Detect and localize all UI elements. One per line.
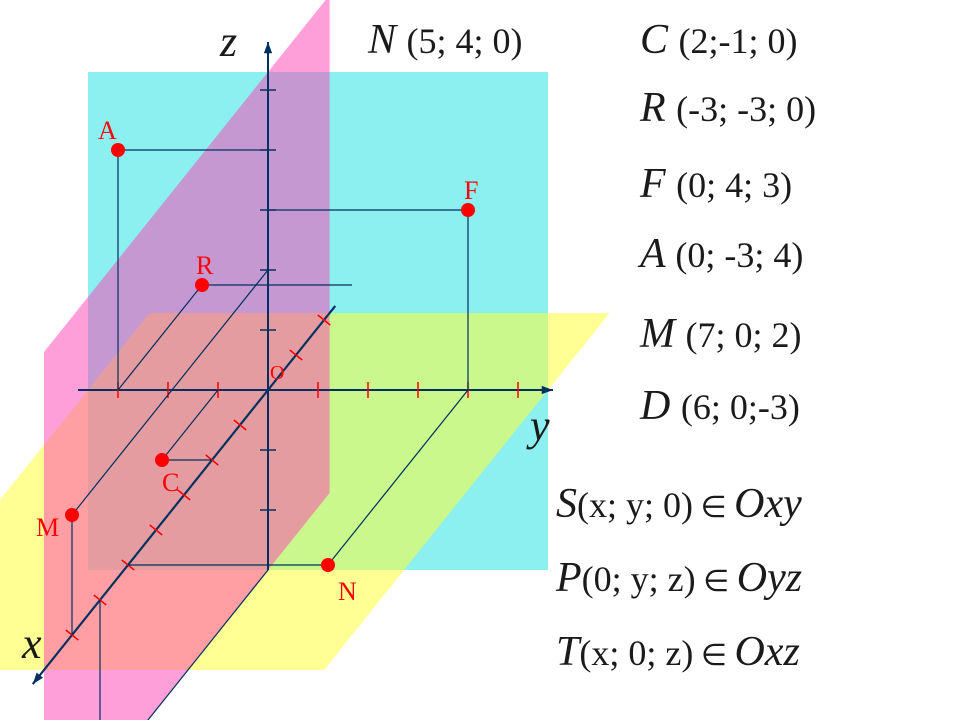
point-M	[65, 508, 79, 522]
label-O: O	[270, 362, 284, 385]
membership-P: P(0; y; z) ∈ Oyz	[556, 554, 802, 602]
coordinate-system-diagram: { "layout": { "origin_x": 268, "origin_y…	[0, 0, 960, 720]
coord-R: R (-3; -3; 0)	[640, 84, 816, 132]
coord-N: N (5; 4; 0)	[368, 16, 523, 64]
axis-label-y: y	[530, 400, 550, 451]
point-N	[321, 558, 335, 572]
label-F: F	[464, 176, 478, 206]
axis-label-z: z	[220, 16, 237, 67]
membership-S: S(x; y; 0) ∈ Oxy	[556, 480, 802, 528]
axis-label-x: x	[22, 618, 42, 669]
membership-T: T(x; 0; z) ∈ Oxz	[556, 628, 800, 676]
coord-C: C (2;-1; 0)	[640, 16, 797, 64]
label-R: R	[196, 251, 213, 281]
coord-D: D (6; 0;-3)	[640, 382, 800, 430]
label-C: C	[162, 468, 179, 498]
label-A: A	[98, 116, 117, 146]
label-M: M	[36, 513, 59, 543]
point-C	[155, 453, 169, 467]
coord-M: M (7; 0; 2)	[640, 310, 801, 358]
coord-F: F (0; 4; 3)	[640, 160, 792, 208]
coord-A: A (0; -3; 4)	[640, 230, 803, 278]
label-N: N	[338, 577, 357, 607]
